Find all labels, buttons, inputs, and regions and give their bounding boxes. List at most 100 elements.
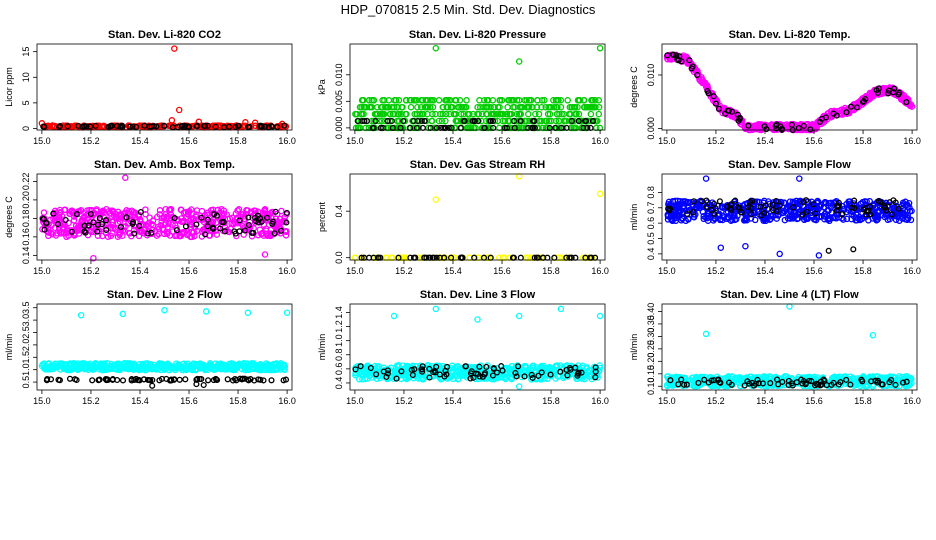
y-tick-label: 3.0	[21, 314, 31, 327]
data-point-cyan	[786, 303, 793, 310]
data-point-cyan	[96, 363, 103, 370]
data-point-green	[442, 117, 449, 125]
data-point-green	[522, 124, 529, 132]
data-point-black	[810, 201, 817, 208]
data-point-blue	[710, 217, 717, 224]
data-point-black	[221, 228, 229, 235]
data-point-cyan	[376, 374, 384, 382]
y-tick-label: 0.8	[334, 348, 344, 361]
x-tick-label: 15.4	[131, 266, 149, 276]
data-point-black	[174, 124, 181, 131]
data-point-black	[213, 212, 220, 219]
data-points	[352, 305, 604, 390]
data-point-black	[547, 371, 554, 378]
axes: 15.0 15.2 15.4 15.6 15.8 16.00.00.4	[334, 173, 609, 276]
data-point-black	[87, 123, 94, 130]
data-point-black	[535, 372, 542, 379]
data-point-green	[442, 97, 450, 104]
y-tick-label: 0.18	[21, 210, 31, 228]
data-point-black	[81, 123, 88, 130]
data-point-cyan	[178, 363, 186, 371]
data-point-black	[710, 93, 717, 100]
data-point-black	[850, 246, 857, 253]
data-point-cyan	[814, 374, 821, 381]
data-point-black	[762, 202, 769, 209]
data-point-black	[153, 123, 160, 130]
x-tick-label: 15.4	[131, 136, 149, 146]
data-point-magenta	[153, 213, 161, 221]
data-point-green	[352, 110, 359, 118]
data-point-red	[168, 117, 176, 124]
data-point-black	[204, 216, 211, 223]
data-point-cyan	[425, 362, 432, 369]
data-point-blue	[791, 212, 798, 220]
data-point-black	[352, 366, 359, 373]
x-tick-label: 15.8	[229, 136, 247, 146]
data-point-green	[516, 110, 524, 118]
data-point-black	[92, 122, 99, 129]
data-point-green	[496, 103, 503, 111]
data-point-black	[851, 197, 858, 204]
data-point-yellow	[432, 196, 440, 203]
data-point-black	[247, 376, 254, 383]
data-point-blue	[780, 199, 788, 206]
data-point-green	[506, 117, 513, 125]
data-point-magenta	[862, 92, 870, 100]
x-tick-label: 15.4	[444, 266, 462, 276]
data-point-black	[803, 379, 810, 386]
data-point-black	[590, 117, 597, 125]
data-point-black	[835, 381, 842, 388]
x-tick-label: 15.8	[542, 396, 560, 406]
data-point-cyan	[167, 362, 174, 370]
data-point-black	[487, 117, 495, 125]
data-point-blue	[903, 201, 910, 209]
data-point-cyan	[148, 362, 156, 370]
data-point-black	[835, 203, 842, 210]
data-point-green	[513, 110, 521, 118]
data-point-cyan	[277, 366, 284, 373]
data-point-cyan	[498, 373, 506, 380]
data-point-black	[582, 117, 589, 125]
data-point-black	[235, 122, 242, 129]
data-point-black	[470, 374, 477, 381]
data-point-cyan	[106, 364, 113, 372]
data-point-green	[429, 110, 436, 118]
data-point-black	[521, 373, 528, 380]
data-point-black	[81, 228, 88, 235]
data-point-black	[890, 197, 897, 204]
data-point-magenta	[63, 233, 70, 241]
data-point-cyan	[515, 312, 523, 320]
data-point-green	[422, 97, 429, 104]
data-point-green	[398, 103, 405, 111]
x-tick-label: 15.8	[229, 396, 247, 406]
x-tick-label: 15.2	[395, 266, 413, 276]
data-point-green	[383, 124, 390, 132]
data-point-black	[885, 87, 892, 94]
data-point-green	[533, 103, 541, 111]
data-point-green	[417, 103, 425, 111]
data-point-magenta	[163, 230, 171, 238]
data-point-black	[158, 375, 166, 382]
data-point-magenta	[230, 220, 237, 228]
data-point-cyan	[81, 365, 88, 373]
data-point-cyan	[554, 373, 562, 380]
data-point-green	[583, 103, 590, 111]
data-point-magenta	[142, 206, 149, 213]
data-point-green	[416, 110, 424, 118]
data-point-red	[171, 45, 178, 52]
data-point-black	[665, 205, 672, 212]
x-tick-label: 15.6	[805, 266, 823, 276]
data-point-magenta	[186, 208, 193, 215]
data-point-cyan	[157, 362, 165, 369]
data-point-green	[595, 103, 603, 111]
data-point-black	[715, 105, 723, 112]
data-point-black	[701, 376, 708, 383]
x-tick-label: 15.6	[180, 136, 198, 146]
data-point-black	[210, 211, 218, 218]
data-point-black	[678, 376, 685, 383]
data-point-black	[711, 210, 718, 217]
data-point-black	[144, 230, 151, 237]
